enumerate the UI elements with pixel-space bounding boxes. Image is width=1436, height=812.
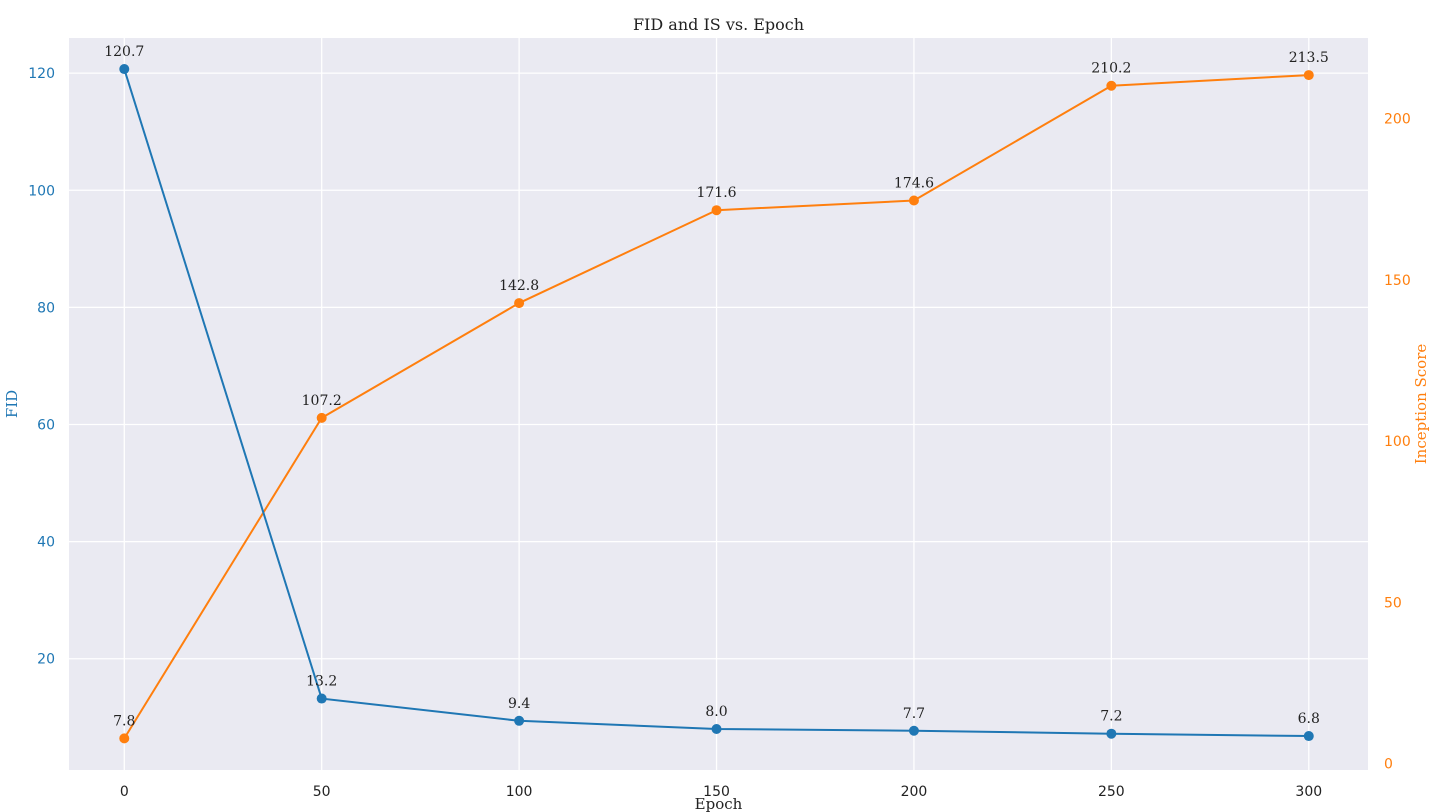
- data-point: [316, 412, 327, 423]
- right-y-axis-label: Inception Score: [1412, 344, 1430, 465]
- data-label: 9.4: [508, 696, 530, 712]
- data-point: [1106, 80, 1117, 91]
- x-tick-label: 150: [703, 784, 730, 800]
- left-y-axis-ticks: 20 40 60 80 100 120: [28, 66, 55, 668]
- left-y-tick-label: 120: [28, 66, 55, 82]
- data-point: [316, 693, 327, 704]
- x-axis-ticks: 0 50 100 150 200 250 300: [120, 784, 1322, 800]
- data-point: [711, 724, 722, 735]
- left-y-tick-label: 100: [28, 183, 55, 199]
- right-y-tick-label: 200: [1384, 112, 1411, 128]
- data-label: 213.5: [1289, 50, 1329, 66]
- x-tick-label: 100: [506, 784, 533, 800]
- data-point: [1303, 731, 1314, 742]
- right-y-tick-label: 150: [1384, 273, 1411, 289]
- data-label: 6.8: [1298, 711, 1320, 727]
- left-y-axis-label: FID: [3, 390, 21, 418]
- series-inception-score: 7.8 107.2 142.8 171.6 174.6 210.2 213.5: [113, 50, 1329, 744]
- data-label: 171.6: [696, 185, 736, 201]
- right-y-tick-label: 100: [1384, 434, 1411, 450]
- data-point: [711, 205, 722, 216]
- series-layer: 7.8 107.2 142.8 171.6 174.6 210.2 213.5 120.7 13…: [104, 44, 1329, 744]
- grid-lines: [69, 38, 1368, 770]
- data-label: 210.2: [1091, 61, 1131, 77]
- data-point: [1106, 728, 1117, 739]
- plot-area: [69, 38, 1368, 770]
- data-point: [119, 733, 130, 744]
- data-label: 8.0: [705, 704, 727, 720]
- right-y-axis-ticks: 0 50 100 150 200: [1384, 112, 1411, 773]
- data-point: [908, 725, 919, 736]
- series-fid: 120.7 13.2 9.4 8.0 7.7 7.2 6.8: [104, 44, 1320, 742]
- data-point: [514, 715, 525, 726]
- data-point: [119, 64, 130, 75]
- left-y-tick-label: 60: [37, 417, 55, 433]
- left-y-tick-label: 80: [37, 300, 55, 316]
- x-tick-label: 250: [1098, 784, 1125, 800]
- x-tick-label: 300: [1295, 784, 1322, 800]
- data-label: 7.2: [1100, 709, 1122, 725]
- data-label: 13.2: [306, 674, 337, 690]
- x-tick-label: 200: [901, 784, 928, 800]
- data-label: 142.8: [499, 278, 539, 294]
- data-point: [514, 298, 525, 309]
- x-tick-label: 50: [313, 784, 331, 800]
- chart-title: FID and IS vs. Epoch: [633, 15, 804, 34]
- x-axis-label: Epoch: [695, 795, 743, 812]
- data-label: 120.7: [104, 44, 144, 60]
- data-point: [908, 195, 919, 206]
- x-tick-label: 0: [120, 784, 129, 800]
- data-label: 107.2: [302, 393, 342, 409]
- right-y-tick-label: 50: [1384, 595, 1402, 611]
- data-label: 174.6: [894, 176, 934, 192]
- data-label: 7.7: [903, 706, 925, 722]
- data-label: 7.8: [113, 713, 135, 729]
- left-y-tick-label: 20: [37, 652, 55, 668]
- left-y-tick-label: 40: [37, 535, 55, 551]
- right-y-tick-label: 0: [1384, 757, 1393, 773]
- data-point: [1303, 70, 1314, 81]
